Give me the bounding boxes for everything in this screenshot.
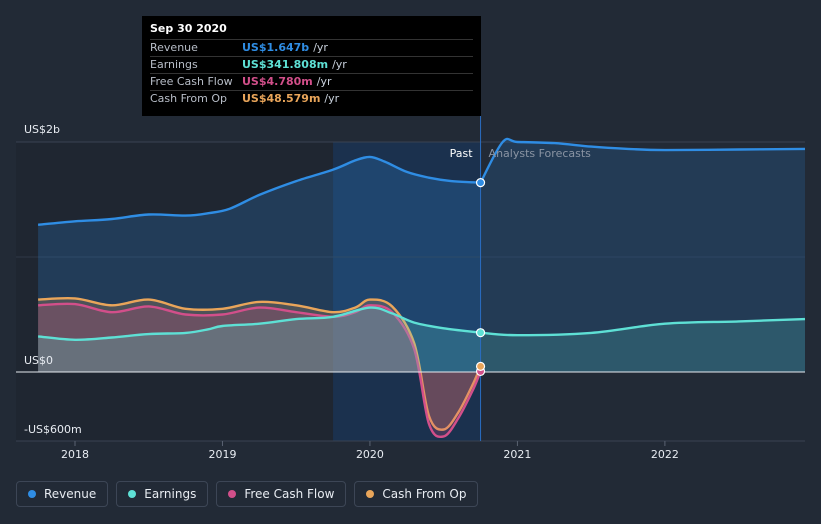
area-cash-from-op — [38, 298, 481, 430]
tooltip-label: Earnings — [150, 58, 198, 71]
legend-dot-icon — [366, 490, 375, 498]
x-tick-label: 2019 — [208, 448, 236, 461]
x-tick-label: 2021 — [503, 448, 531, 461]
area-revenue — [38, 156, 481, 372]
tooltip-unit: /yr — [316, 75, 332, 88]
y-tick-label-top: US$2b — [24, 123, 61, 136]
line-free-cash-flow — [38, 302, 482, 439]
legend-label: Free Cash Flow — [244, 487, 335, 501]
tooltip-value: US$1.647b — [242, 41, 310, 54]
tooltip-value: US$341.808m — [242, 58, 329, 71]
line-revenue — [37, 155, 481, 226]
tooltip-unit: /yr — [324, 92, 340, 105]
legend-item-revenue[interactable]: Revenue — [16, 481, 109, 507]
forecast-label: Analysts Forecasts — [489, 147, 592, 160]
legend-item-free-cash-flow[interactable]: Free Cash Flow — [216, 481, 347, 507]
forecast-area-earnings — [480, 319, 805, 372]
highlight-region — [333, 142, 481, 441]
tooltip-label: Cash From Op — [150, 92, 228, 105]
marker-revenue — [475, 177, 486, 188]
tooltip-row-free-cash-flow: Free Cash Flow US$4.780m /yr — [150, 73, 473, 90]
tooltip-date: Sep 30 2020 — [150, 22, 227, 35]
legend-dot-icon — [128, 490, 137, 498]
past-label: Past — [450, 147, 474, 160]
legend-item-cash-from-op[interactable]: Cash From Op — [354, 481, 479, 507]
legend-item-earnings[interactable]: Earnings — [116, 481, 209, 507]
legend-label: Earnings — [144, 487, 197, 501]
tooltip-unit: /yr — [332, 58, 347, 71]
area-earnings — [38, 307, 481, 372]
tooltip-row-earnings: Earnings US$341.808m /yr — [150, 56, 473, 73]
legend-dot-icon — [28, 490, 36, 498]
tooltip-value: US$48.579m — [242, 92, 321, 105]
area-free-cash-flow — [38, 303, 481, 437]
forecast-line-earnings — [480, 317, 806, 337]
tooltip-label: Free Cash Flow — [150, 75, 233, 88]
y-tick-label-zero: US$0 — [24, 354, 54, 367]
line-earnings — [38, 306, 481, 342]
legend-dot-icon — [228, 490, 237, 498]
x-tick-label: 2020 — [356, 448, 384, 461]
line-cash-from-op — [38, 296, 482, 431]
tooltip-row-cash-from-op: Cash From Op US$48.579m /yr — [150, 90, 473, 107]
tooltip-unit: /yr — [313, 41, 328, 54]
x-tick-label: 2022 — [651, 448, 679, 461]
forecast-line-revenue — [479, 137, 806, 184]
forecast-area-revenue — [480, 138, 805, 372]
legend-label: Cash From Op — [382, 487, 467, 501]
y-tick-label-bottom: -US$600m — [24, 423, 82, 436]
tooltip: Sep 30 2020 Revenue US$1.647b /yr Earnin… — [142, 16, 481, 116]
legend-label: Revenue — [44, 487, 97, 501]
x-tick-label: 2018 — [61, 448, 89, 461]
marker-earnings — [475, 328, 486, 338]
tooltip-value: US$4.780m — [242, 75, 313, 88]
legend: Revenue Earnings Free Cash Flow Cash Fro… — [16, 481, 479, 507]
tooltip-label: Revenue — [150, 41, 198, 54]
tooltip-row-revenue: Revenue US$1.647b /yr — [150, 39, 473, 56]
marker-cash-from-op — [475, 361, 486, 371]
